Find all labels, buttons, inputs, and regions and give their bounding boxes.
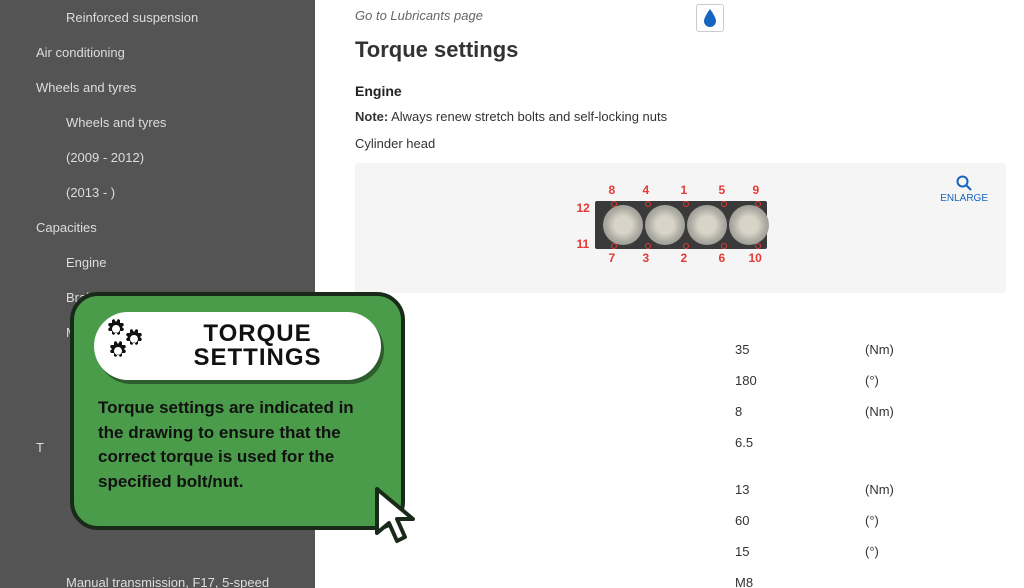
- sidebar-item-2009-2012[interactable]: (2009 - 2012): [0, 140, 315, 175]
- callout-body: Torque settings are indicated in the dra…: [94, 386, 381, 495]
- bolt-num-8: 8: [609, 183, 616, 197]
- enlarge-label: ENLARGE: [940, 193, 988, 204]
- bolt-num-3: 3: [643, 251, 650, 265]
- bolt-num-9: 9: [753, 183, 760, 197]
- table-row: M8: [355, 567, 1006, 588]
- table-row: 8(Nm): [355, 396, 1006, 427]
- bolt-num-2: 2: [681, 251, 688, 265]
- gears-icon: [104, 318, 150, 363]
- table-row: 60(°): [355, 505, 1006, 536]
- bolt-num-12: 12: [577, 201, 590, 215]
- enlarge-button[interactable]: ENLARGE: [940, 175, 988, 204]
- sidebar-item-air-conditioning[interactable]: Air conditioning: [0, 35, 315, 70]
- sidebar-item-hidden9[interactable]: [0, 545, 315, 565]
- page-title: Torque settings: [333, 29, 1006, 77]
- sidebar-item-manual-f17[interactable]: Manual transmission, F17, 5-speed: [0, 565, 315, 588]
- bolt-num-4: 4: [643, 183, 650, 197]
- sidebar-item-engine[interactable]: Engine: [0, 245, 315, 280]
- callout-title-l1: TORQUE: [152, 322, 363, 346]
- oil-drop-icon[interactable]: [696, 4, 724, 32]
- table-row: 13(Nm): [355, 474, 1006, 505]
- table-row: 35(Nm): [355, 334, 1006, 365]
- sidebar-item-wheels-tyres-sub[interactable]: Wheels and tyres: [0, 105, 315, 140]
- sidebar-item-2013[interactable]: (2013 - ): [0, 175, 315, 210]
- cursor-icon: [369, 485, 429, 554]
- cylinder-head-graphic: 8 4 1 5 9 7 3 2 6 10 12 11: [581, 193, 781, 253]
- bolt-num-11: 11: [577, 237, 590, 251]
- note-line: Note: Always renew stretch bolts and sel…: [333, 105, 1006, 134]
- subheading-cylinder-head: Cylinder head: [333, 134, 1006, 159]
- table-row: [355, 458, 1006, 474]
- sidebar-item-wheels-tyres[interactable]: Wheels and tyres: [0, 70, 315, 105]
- lubricants-link[interactable]: Go to Lubricants page: [333, 0, 1006, 29]
- bolt-num-5: 5: [719, 183, 726, 197]
- callout-tooltip: TORQUE SETTINGS Torque settings are indi…: [70, 292, 405, 530]
- callout-header: TORQUE SETTINGS: [94, 312, 381, 380]
- note-label: Note:: [355, 109, 388, 124]
- bolt-num-7: 7: [609, 251, 616, 265]
- callout-title-l2: SETTINGS: [152, 346, 363, 370]
- table-row: 15(°): [355, 536, 1006, 567]
- section-engine: Engine: [333, 77, 1006, 105]
- bolt-num-1: 1: [681, 183, 688, 197]
- sidebar-item-capacities[interactable]: Capacities: [0, 210, 315, 245]
- bolt-num-6: 6: [719, 251, 726, 265]
- table-row: 180(°): [355, 365, 1006, 396]
- sidebar-item-reinforced-suspension[interactable]: Reinforced suspension: [0, 0, 315, 35]
- note-text: Always renew stretch bolts and self-lock…: [388, 109, 667, 124]
- table-row: ts: [355, 303, 1006, 334]
- cylinder-head-diagram: ENLARGE 8 4 1 5 9 7 3 2 6 10 12 11: [355, 163, 1006, 293]
- table-row: p6.5: [355, 427, 1006, 458]
- torque-table: ts 35(Nm) 180(°) 8(Nm) p6.5 13(Nm) 60(°)…: [355, 303, 1006, 588]
- bolt-num-10: 10: [749, 251, 762, 265]
